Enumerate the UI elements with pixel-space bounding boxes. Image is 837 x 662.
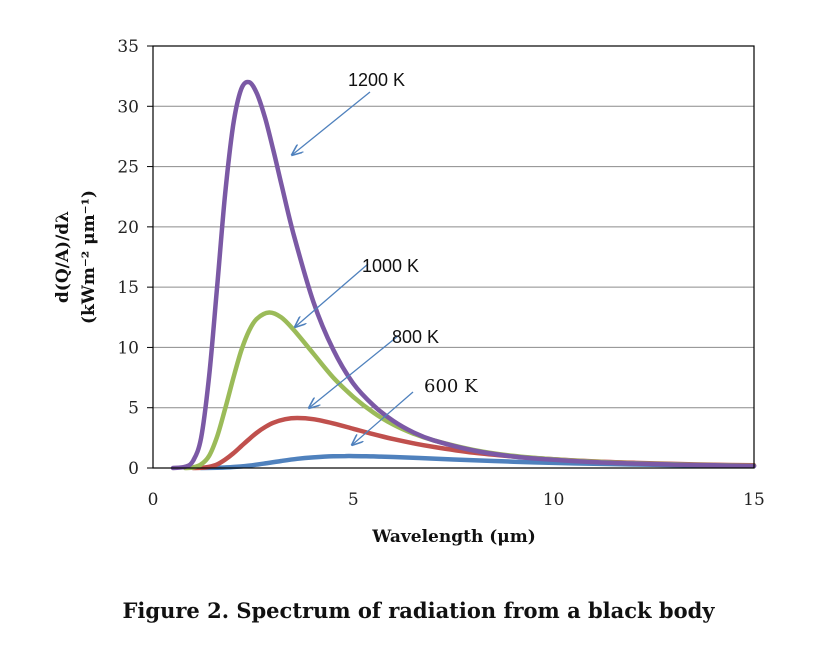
annotation-label: 600 K xyxy=(424,376,478,397)
series-lines xyxy=(170,79,757,471)
y-axis-title-line2: (kWm⁻² μm⁻¹) xyxy=(79,190,99,324)
annotation-arrow xyxy=(295,263,369,327)
y-tick-label: 5 xyxy=(128,399,139,419)
x-tick-label: 0 xyxy=(148,490,159,510)
plot-area-frame xyxy=(152,45,755,469)
x-axis-ticks: 0 5 10 15 xyxy=(148,490,765,510)
annotation-arrow xyxy=(352,391,414,445)
x-tick-label: 5 xyxy=(348,490,359,510)
y-tick-label: 20 xyxy=(117,218,139,238)
y-tick-label: 30 xyxy=(117,97,139,117)
y-axis-title-line1: d(Q/A)/dλ xyxy=(53,211,73,303)
x-tick-label: 10 xyxy=(543,490,565,510)
x-axis-title: Wavelength (μm) xyxy=(371,527,536,547)
annotation-arrow xyxy=(309,335,399,408)
y-tick-label: 25 xyxy=(117,158,139,178)
y-axis-ticks: 0 5 10 15 20 25 30 35 xyxy=(117,37,153,479)
figure-caption: Figure 2. Spectrum of radiation from a b… xyxy=(122,598,715,623)
annotation-label: 800 K xyxy=(392,327,439,347)
annotations: 1200 K 1000 K 800 K 600 K xyxy=(292,70,478,445)
annotation-arrow xyxy=(292,91,371,155)
y-tick-label: 0 xyxy=(128,459,139,479)
series-line-1200-k xyxy=(170,79,757,471)
y-tick-label: 10 xyxy=(117,338,139,358)
grid-lines xyxy=(153,105,754,409)
y-tick-label: 15 xyxy=(117,278,139,298)
annotation-label: 1000 K xyxy=(362,256,419,276)
y-tick-label: 35 xyxy=(117,37,139,57)
x-tick-label: 15 xyxy=(743,490,765,510)
annotation-label: 1200 K xyxy=(348,70,405,90)
